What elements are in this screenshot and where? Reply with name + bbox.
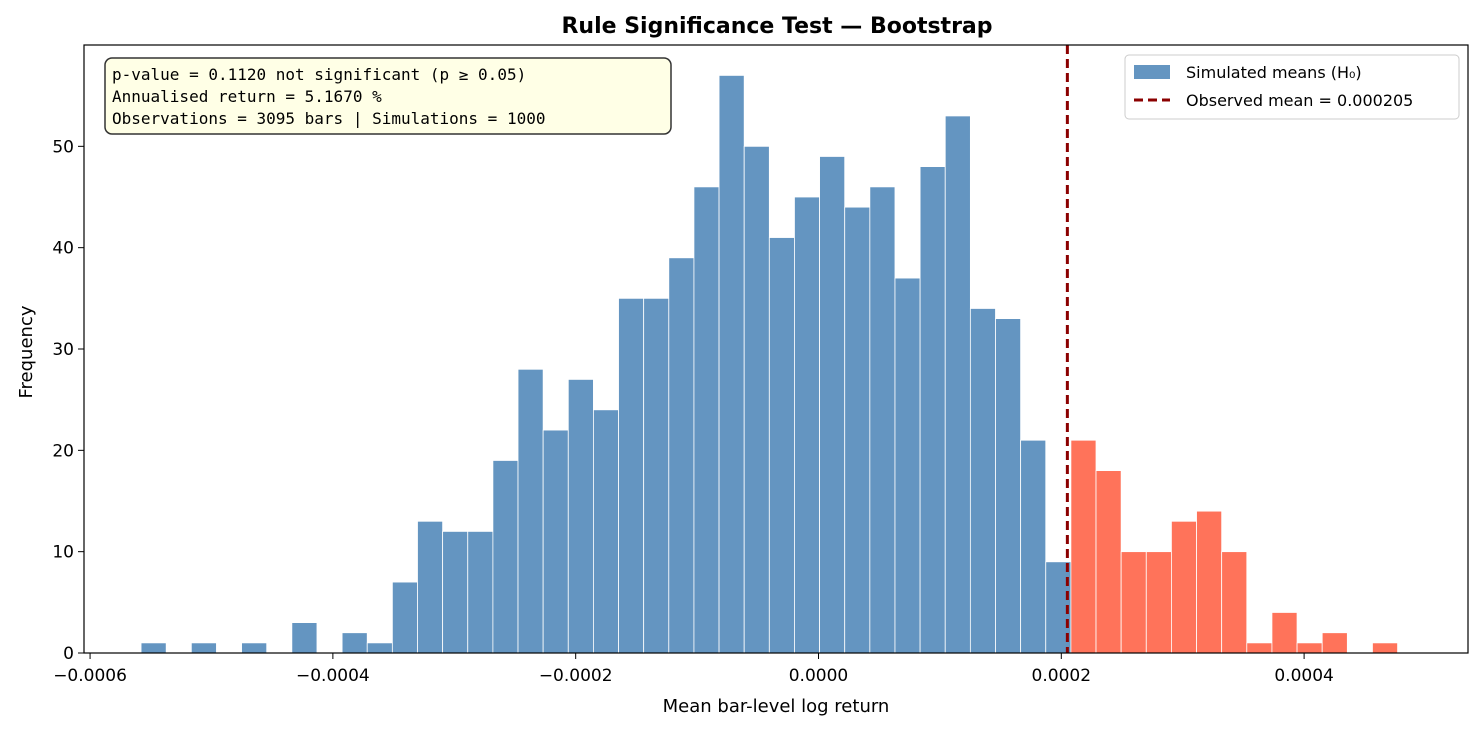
x-axis-ticks: −0.0006 −0.0004 −0.0002 0.0000 0.0002 0.0004 bbox=[53, 653, 1334, 686]
y-tick-label: 20 bbox=[52, 441, 74, 461]
legend-label-observed: Observed mean = 0.000205 bbox=[1186, 91, 1413, 110]
histogram-bar-simulated bbox=[190, 642, 217, 654]
histogram-bar-tail bbox=[1070, 439, 1097, 654]
histogram-bar-simulated bbox=[442, 531, 469, 654]
y-axis-label: Frequency bbox=[16, 305, 37, 398]
y-tick-label: 30 bbox=[52, 340, 74, 360]
histogram-bar-simulated bbox=[618, 297, 645, 654]
histogram-bar-tail bbox=[1271, 612, 1298, 654]
histogram-bar-tail bbox=[1246, 642, 1273, 654]
histogram-bar-simulated bbox=[391, 581, 418, 654]
legend-frame bbox=[1124, 54, 1460, 120]
histogram-bar-simulated bbox=[969, 308, 996, 654]
histogram-bar-simulated bbox=[241, 642, 268, 654]
histogram-bar-simulated bbox=[567, 378, 594, 654]
chart-title: Rule Significance Test — Bootstrap bbox=[561, 14, 992, 39]
histogram-bar-simulated bbox=[417, 520, 444, 654]
stats-box-background bbox=[104, 57, 672, 135]
histogram-bar-simulated bbox=[995, 318, 1022, 654]
stats-annual-return: Annualised return = 5.1670 % bbox=[112, 87, 382, 106]
histogram-bar-simulated bbox=[542, 429, 569, 654]
x-tick-label: −0.0004 bbox=[296, 666, 370, 686]
legend: Simulated means (H₀) Observed mean = 0.0… bbox=[1124, 54, 1460, 120]
histogram-bar-simulated bbox=[492, 460, 519, 654]
histogram-bars bbox=[140, 75, 1398, 654]
x-tick-label: 0.0004 bbox=[1274, 666, 1333, 686]
histogram-bar-tail bbox=[1120, 551, 1147, 654]
x-tick-label: 0.0002 bbox=[1032, 666, 1091, 686]
legend-label-simulated: Simulated means (H₀) bbox=[1186, 63, 1362, 82]
histogram-bar-tail bbox=[1171, 520, 1197, 654]
histogram-bar-simulated bbox=[919, 166, 946, 654]
x-tick-label: −0.0002 bbox=[539, 666, 613, 686]
histogram-bar-tail bbox=[1095, 470, 1122, 654]
histogram-bar-simulated bbox=[643, 297, 670, 654]
histogram-bar-simulated bbox=[743, 145, 770, 654]
x-axis-label: Mean bar-level log return bbox=[663, 696, 890, 717]
y-tick-label: 0 bbox=[63, 644, 74, 664]
histogram-bar-tail bbox=[1296, 642, 1323, 654]
histogram-bar-simulated bbox=[794, 196, 820, 654]
x-tick-label: 0.0000 bbox=[789, 666, 848, 686]
histogram-bar-simulated bbox=[693, 186, 720, 654]
histogram-bar-simulated bbox=[140, 642, 167, 654]
histogram-bar-simulated bbox=[718, 75, 745, 654]
histogram-bar-tail bbox=[1221, 551, 1248, 654]
stats-pvalue: p-value = 0.1120 not significant (p ≥ 0.… bbox=[112, 65, 526, 84]
histogram-bar-simulated bbox=[768, 237, 795, 654]
histogram-bar-simulated bbox=[366, 642, 393, 654]
histogram-bar-tail bbox=[1145, 551, 1172, 654]
legend-swatch-simulated bbox=[1134, 65, 1170, 79]
y-tick-label: 10 bbox=[52, 543, 74, 563]
histogram-bar-simulated bbox=[291, 622, 318, 654]
histogram-bar-simulated bbox=[819, 156, 846, 654]
histogram-bar-simulated bbox=[1020, 439, 1047, 654]
histogram-bar-tail bbox=[1321, 632, 1348, 654]
stats-box: p-value = 0.1120 not significant (p ≥ 0.… bbox=[104, 57, 672, 135]
y-tick-label: 40 bbox=[52, 239, 74, 259]
histogram-bar-simulated bbox=[844, 206, 871, 654]
histogram-bar-simulated bbox=[341, 632, 368, 654]
histogram-bar-simulated bbox=[593, 409, 619, 654]
histogram-bar-simulated bbox=[894, 277, 921, 654]
y-tick-label: 50 bbox=[52, 137, 74, 157]
histogram-bar-tail bbox=[1372, 642, 1398, 654]
histogram-bar-simulated bbox=[869, 186, 896, 654]
y-axis-ticks: 0 10 20 30 40 50 bbox=[52, 137, 84, 664]
x-tick-label: −0.0006 bbox=[53, 666, 127, 686]
stats-observations: Observations = 3095 bars | Simulations =… bbox=[112, 109, 545, 128]
histogram-bar-simulated bbox=[944, 115, 971, 654]
histogram-bar-tail bbox=[1196, 510, 1223, 654]
histogram-bar-simulated bbox=[668, 257, 695, 654]
histogram-bar-simulated bbox=[517, 368, 544, 654]
histogram-bar-simulated bbox=[467, 531, 494, 654]
